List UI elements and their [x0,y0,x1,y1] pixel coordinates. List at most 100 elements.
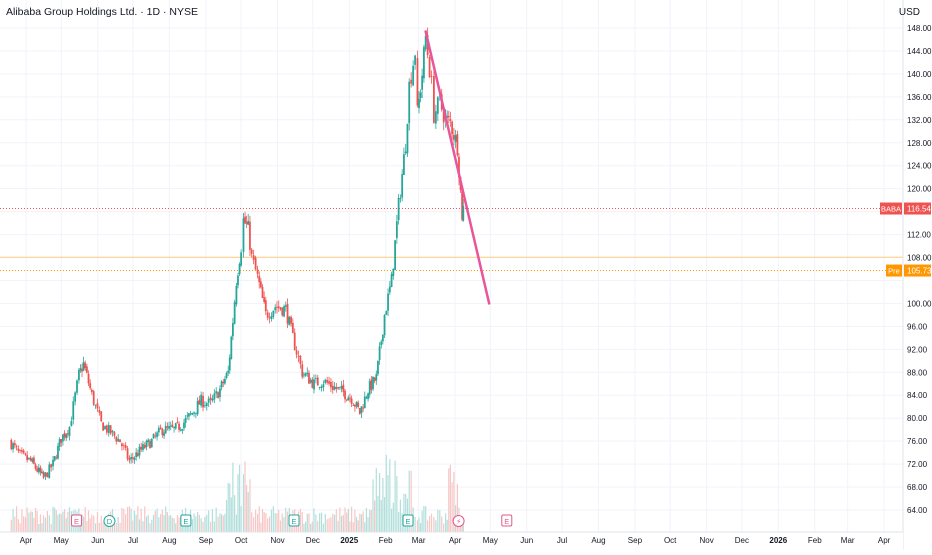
candle-body [442,111,445,123]
y-tick-label: 148.00 [907,24,932,33]
volume-bar [154,510,156,532]
candle-body [222,381,225,384]
candle-body [90,389,93,393]
candle-body [29,457,32,461]
volume-bar [341,515,343,532]
candle-body [179,429,182,431]
candle-body [136,453,139,457]
candle-body [84,363,87,369]
volume-bar [227,482,229,532]
volume-bar [337,520,339,532]
volume-bar [213,521,215,532]
candle-body [81,368,83,372]
candle-body [159,427,162,430]
candle-body [350,398,353,404]
candle-body [240,252,243,266]
y-tick-label: 96.00 [907,322,928,331]
earnings-icon[interactable]: E [180,514,192,527]
candle-body [156,432,158,438]
candle-body [191,412,194,415]
y-tick-label: 140.00 [907,70,932,79]
candle-body [66,433,69,435]
trendline[interactable] [424,30,491,305]
candle-body [245,222,248,224]
volume-bar [354,509,356,532]
candle-body [320,386,323,388]
candle-body [261,286,264,299]
y-tick-label: 72.00 [907,460,928,469]
volume-bar [59,513,61,532]
candle-body [19,449,22,451]
volume-bar [462,523,464,532]
candle-body [392,268,395,276]
time-axis[interactable]: Apr May Jun Jul Aug Sep Oct Nov Dec 2025 Feb Mar Apr… [0,531,903,550]
volume-bar [46,511,48,532]
candle-body [295,350,298,355]
volume-bar [437,509,439,532]
earnings-icon[interactable]: E [501,514,513,527]
volume-bar [91,514,93,532]
price-label-value: 105.73 [907,267,932,276]
candle-body [410,79,413,84]
candle-body [173,427,176,429]
earnings-icon[interactable]: E [288,514,300,527]
volume-bar [299,508,301,532]
volume-bar [319,513,321,532]
price-label-name: Pre [888,267,900,276]
candle-body [291,322,294,334]
volume-bar [48,515,50,532]
candle-body [458,156,460,178]
volume-bar [268,516,271,532]
volume-bar [453,472,455,532]
volume-bar [456,483,459,532]
volume-bar [221,514,223,532]
candle-body [274,307,277,311]
volume-bar [272,506,274,532]
price-lines [0,208,903,272]
volume-bar [286,511,289,532]
volume-bar [24,517,27,532]
volume-bar [390,508,393,532]
candle-body [96,403,99,409]
volume-bar [258,506,260,532]
volume-bar [253,517,255,532]
volume-bar [399,499,401,532]
candle-body [145,440,148,448]
volume-bar [370,509,372,532]
earnings-icon[interactable]: E [402,514,414,527]
earnings-icon[interactable]: E [71,514,83,527]
x-tick-label: Sep [628,536,643,545]
candle-body [50,464,53,468]
candle-body [58,439,61,447]
volume-bar [102,522,104,532]
volume-bar [211,509,214,532]
candle-body [306,372,309,375]
volume-bar [285,507,287,532]
volume-bar [135,514,137,532]
volume-bar [260,522,262,532]
candle-body [142,444,144,451]
candle-body [102,422,105,431]
volume-bar [60,514,62,532]
volume-bar [158,517,160,532]
split-icon[interactable]: ⚡ [452,515,465,527]
volume-bar [142,521,144,532]
volume-bar [171,517,174,532]
volume-bar [360,514,363,532]
volume-bar [82,516,85,532]
candle-body [368,381,371,395]
volume-bar [365,507,368,532]
candle-body [237,275,239,286]
volume-bar [130,508,132,532]
candle-body [244,216,246,224]
candle-body [100,411,103,422]
event-label: E [74,517,79,526]
volume-bar [408,470,410,532]
volume-bar [86,521,88,532]
candle-body [372,376,374,390]
volume-bar [446,519,448,532]
candle-body [360,406,363,414]
volume-bar [449,464,451,532]
dividend-icon[interactable]: D [103,515,116,527]
